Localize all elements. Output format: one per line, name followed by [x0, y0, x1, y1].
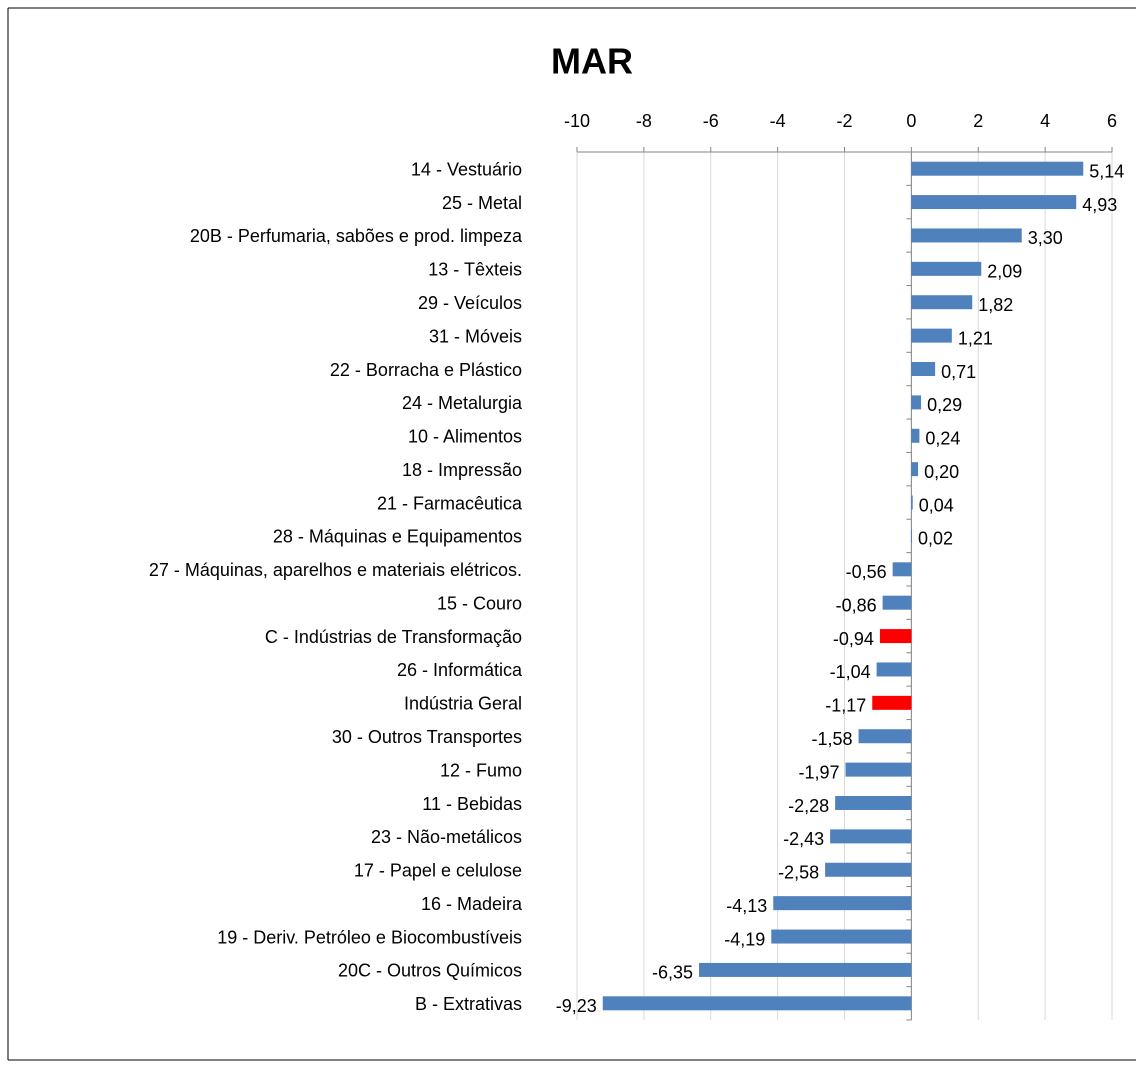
y-tick-label: 23 - Não-metálicos: [371, 827, 522, 847]
y-tick-label: 14 - Vestuário: [411, 159, 522, 179]
bar: [830, 829, 912, 844]
bar: [911, 261, 982, 276]
bar: [771, 929, 912, 944]
data-label: 1,21: [958, 328, 993, 348]
bar: [892, 562, 912, 577]
bar: [858, 729, 912, 744]
chart-title: MAR: [551, 41, 633, 82]
y-tick-label: 18 - Impressão: [402, 460, 522, 480]
bar: [879, 629, 912, 644]
data-label: -0,86: [836, 595, 877, 615]
bar: [911, 161, 1084, 176]
data-label: -9,23: [556, 996, 597, 1016]
bar: [911, 428, 920, 443]
x-tick-label: 2: [973, 111, 983, 131]
data-label: -2,43: [783, 829, 824, 849]
bar: [835, 796, 912, 810]
y-tick-label: 26 - Informática: [397, 660, 523, 680]
x-tick-label: -2: [836, 111, 852, 131]
y-tick-label: 31 - Móveis: [429, 326, 522, 346]
data-label: -2,28: [788, 796, 829, 816]
data-label: -1,04: [830, 662, 871, 682]
bar: [872, 695, 912, 710]
data-label: 2,09: [987, 262, 1022, 282]
bar: [911, 228, 1022, 243]
data-label: 1,82: [978, 295, 1013, 315]
data-label: 0,24: [925, 429, 960, 449]
bar: [882, 595, 912, 610]
y-tick-label: 15 - Couro: [437, 593, 522, 613]
x-tick-label: 6: [1107, 111, 1117, 131]
bar: [825, 862, 912, 877]
y-tick-label: Indústria Geral: [404, 694, 522, 714]
data-label: -1,97: [798, 762, 839, 782]
bar: [845, 762, 912, 777]
x-tick-label: -8: [636, 111, 652, 131]
bar: [911, 295, 973, 310]
y-tick-label: 17 - Papel e celulose: [354, 861, 522, 881]
bar: [911, 495, 913, 510]
y-tick-label: 27 - Máquinas, aparelhos e materiais elé…: [149, 560, 522, 580]
y-tick-label: C - Indústrias de Transformação: [265, 627, 522, 647]
data-label: 5,14: [1089, 161, 1124, 181]
data-label: -0,56: [846, 562, 887, 582]
y-tick-label: 24 - Metalurgia: [402, 393, 523, 413]
y-tick-label: 12 - Fumo: [440, 760, 522, 780]
bar: [773, 896, 912, 911]
bar: [911, 528, 913, 543]
data-label: -0,94: [833, 629, 874, 649]
y-tick-label: 25 - Metal: [442, 193, 522, 213]
y-tick-label: 20B - Perfumaria, sabões e prod. limpeza: [190, 226, 523, 246]
y-tick-label: B - Extrativas: [415, 994, 522, 1014]
bar: [911, 328, 952, 343]
y-tick-label: 19 - Deriv. Petróleo e Biocombustíveis: [217, 927, 522, 947]
data-label: 0,04: [919, 495, 954, 515]
bar: [699, 962, 912, 977]
y-tick-label: 29 - Veículos: [418, 293, 522, 313]
y-tick-label: 22 - Borracha e Plástico: [330, 360, 522, 380]
y-tick-label: 28 - Máquinas e Equipamentos: [273, 527, 522, 547]
bar: [876, 662, 912, 677]
x-tick-label: 4: [1040, 111, 1050, 131]
bar: [911, 195, 1077, 210]
data-label: -1,17: [825, 696, 866, 716]
y-tick-label: 11 - Bebidas: [422, 794, 522, 814]
data-label: 0,29: [927, 395, 962, 415]
data-label: 4,93: [1082, 195, 1117, 215]
data-label: -2,58: [778, 863, 819, 883]
y-tick-label: 30 - Outros Transportes: [332, 727, 522, 747]
y-tick-label: 10 - Alimentos: [408, 427, 522, 447]
data-label: -1,58: [812, 729, 853, 749]
data-label: -6,35: [652, 963, 693, 983]
bar: [911, 395, 922, 410]
x-tick-label: -6: [703, 111, 719, 131]
y-tick-label: 21 - Farmacêutica: [377, 493, 523, 513]
bar: [602, 996, 912, 1011]
x-tick-label: 0: [906, 111, 916, 131]
bar: [911, 362, 936, 376]
bar: [911, 462, 919, 477]
data-label: -4,13: [726, 896, 767, 916]
data-label: 0,02: [918, 529, 953, 549]
y-tick-label: 13 - Têxteis: [428, 260, 522, 280]
data-label: -4,19: [724, 929, 765, 949]
y-tick-label: 16 - Madeira: [421, 894, 523, 914]
y-tick-label: 20C - Outros Químicos: [338, 961, 522, 981]
data-label: 0,71: [941, 362, 976, 382]
x-tick-label: -4: [770, 111, 786, 131]
data-label: 0,20: [924, 462, 959, 482]
data-label: 3,30: [1028, 228, 1063, 248]
x-tick-label: -10: [564, 111, 590, 131]
